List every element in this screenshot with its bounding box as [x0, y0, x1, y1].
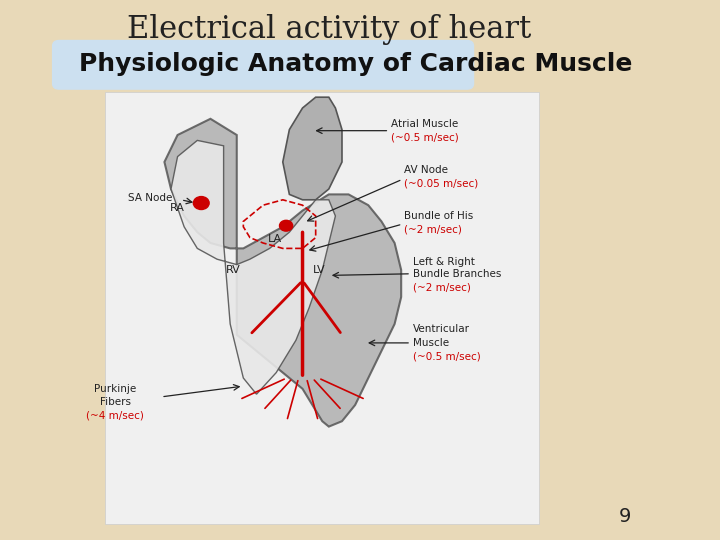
- Text: Ventricular: Ventricular: [413, 325, 470, 334]
- Polygon shape: [164, 119, 401, 427]
- Text: RV: RV: [226, 265, 241, 275]
- Text: SA Node: SA Node: [128, 193, 173, 203]
- Text: (~0.05 m/sec): (~0.05 m/sec): [405, 179, 479, 188]
- Text: (~0.5 m/sec): (~0.5 m/sec): [391, 133, 459, 143]
- Text: LA: LA: [268, 234, 282, 244]
- Text: LV: LV: [312, 265, 325, 275]
- Polygon shape: [171, 140, 336, 394]
- Text: Fibers: Fibers: [99, 397, 130, 407]
- Text: (~2 m/sec): (~2 m/sec): [405, 225, 462, 234]
- Polygon shape: [283, 97, 342, 200]
- Text: Physiologic Anatomy of Cardiac Muscle: Physiologic Anatomy of Cardiac Muscle: [79, 52, 632, 76]
- FancyBboxPatch shape: [105, 92, 539, 524]
- Circle shape: [194, 197, 209, 210]
- Text: (~0.5 m/sec): (~0.5 m/sec): [413, 352, 481, 361]
- Text: Bundle of His: Bundle of His: [405, 211, 474, 221]
- Text: Muscle: Muscle: [413, 338, 449, 348]
- Text: AV Node: AV Node: [405, 165, 449, 175]
- Text: Bundle Branches: Bundle Branches: [413, 269, 501, 279]
- Text: (~4 m/sec): (~4 m/sec): [86, 411, 144, 421]
- FancyBboxPatch shape: [53, 40, 474, 89]
- Text: Purkinje: Purkinje: [94, 384, 136, 394]
- Text: RA: RA: [170, 203, 185, 213]
- Text: Electrical activity of heart: Electrical activity of heart: [127, 14, 531, 45]
- Circle shape: [279, 220, 292, 231]
- Text: Atrial Muscle: Atrial Muscle: [391, 119, 459, 129]
- Text: Left & Right: Left & Right: [413, 257, 475, 267]
- Text: (~2 m/sec): (~2 m/sec): [413, 282, 471, 292]
- Text: 9: 9: [619, 508, 631, 526]
